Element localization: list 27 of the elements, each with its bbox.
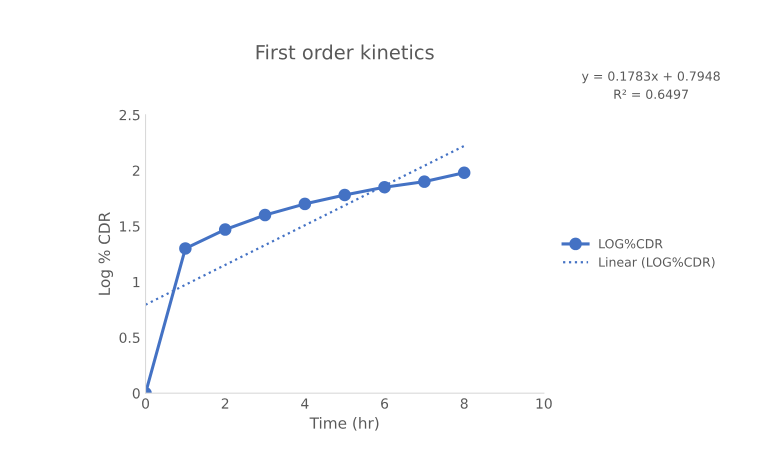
point [298,198,312,210]
point [338,188,351,202]
y-tick-label: 1.5 [120,221,140,232]
text: y = 0.1783x + 0.7948 [582,71,720,84]
point [179,242,192,255]
y-tick-label: 0 [132,388,140,399]
point [378,180,391,194]
y-tick-label: 2.5 [120,110,140,120]
text: R² = 0.6497 [614,90,688,99]
x-tick-label: 6 [381,398,388,409]
point [218,223,232,236]
y-axis-title: Log % CDR [98,212,114,295]
y-tick-label: 2 [132,165,140,176]
chart-title: First order kinetics [256,44,434,60]
point [458,166,470,179]
point [258,208,272,222]
y-tick-label: 1 [133,276,140,288]
point [418,175,431,188]
x-axis-title: Time (hr) [310,417,378,431]
y-tick-label: 0.5 [120,332,140,343]
x-tick-label: 0 [142,398,150,409]
x-tick-label: 2 [222,398,228,409]
legend-label: Linear (LOG%CDR) [599,257,715,268]
legend-label: LOG%CDR [599,239,663,248]
x-tick-label: 10 [536,398,552,409]
x-tick-label: 4 [301,398,309,409]
x-tick-label: 8 [460,398,468,409]
